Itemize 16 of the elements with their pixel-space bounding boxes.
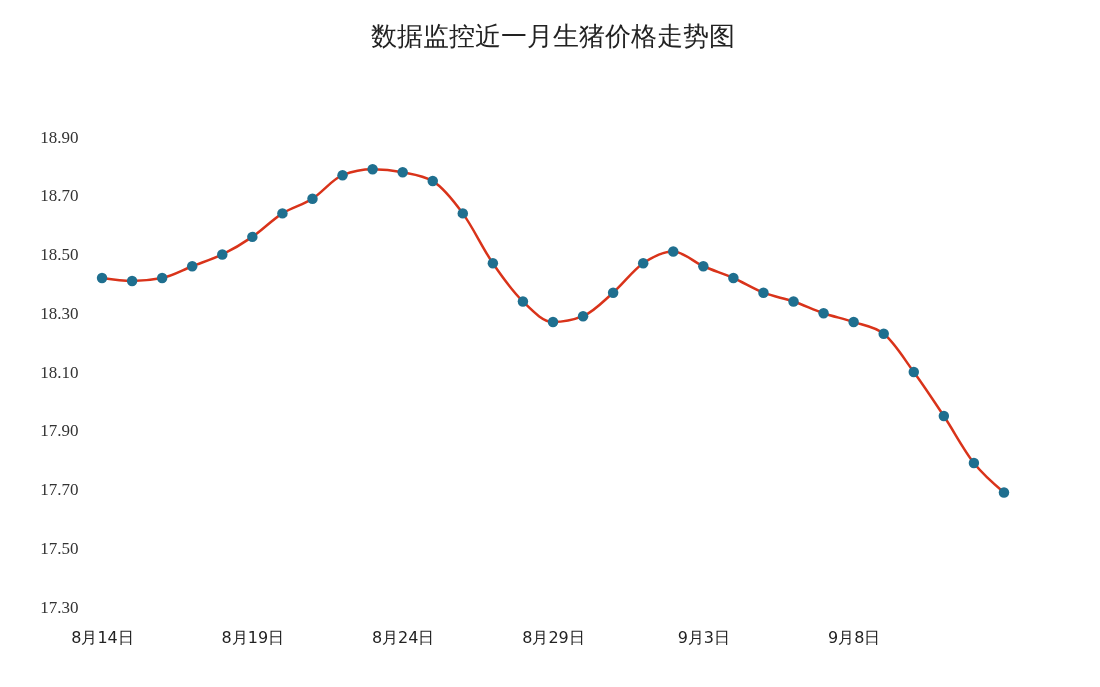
x-tick-label: 8月29日 <box>522 627 585 647</box>
y-tick-label: 17.70 <box>40 480 79 499</box>
y-tick-label: 17.50 <box>40 538 79 558</box>
chart-title: 数据监控近一月生猪价格走势图 <box>371 21 735 51</box>
x-tick-label: 8月19日 <box>221 627 285 647</box>
y-tick-label: 18.50 <box>40 245 79 264</box>
y-tick-label: 18.10 <box>40 362 79 382</box>
y-tick-label: 17.30 <box>40 597 79 617</box>
y-tick-label: 18.30 <box>40 303 79 323</box>
x-tick-label: 9月8日 <box>827 627 881 647</box>
x-tick-label: 8月14日 <box>71 627 134 647</box>
y-tick-label: 17.90 <box>40 421 79 441</box>
y-tick-label: 18.90 <box>40 127 79 147</box>
y-tick-label: 18.70 <box>40 186 79 206</box>
x-tick-label: 8月24日 <box>371 627 435 647</box>
x-tick-label: 9月3日 <box>677 627 730 647</box>
